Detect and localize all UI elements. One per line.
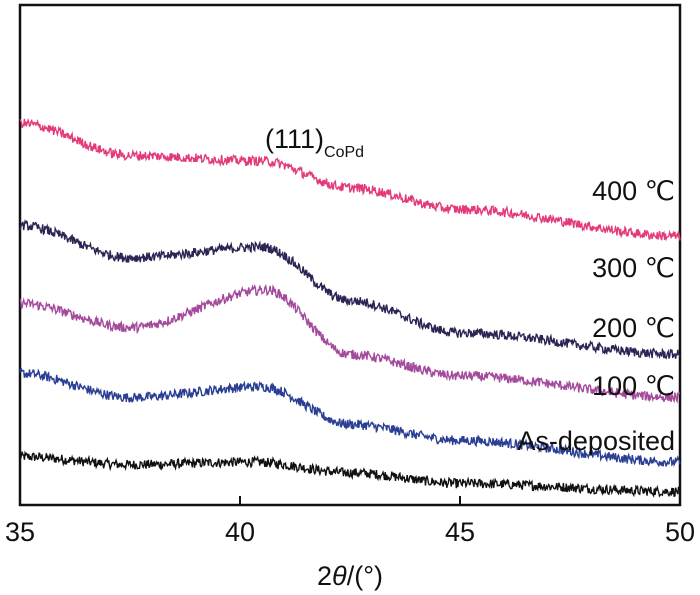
curve-label-2: 200 ℃	[592, 313, 675, 343]
curve-labels: As-deposited 100 ℃ 200 ℃ 300 ℃ 400 ℃	[517, 176, 675, 456]
xrd-curves	[19, 117, 681, 498]
x-axis-title: 2θ/(°)	[317, 561, 383, 591]
peak-annotation-main: (111)	[265, 124, 324, 154]
curve-label-4: 400 ℃	[592, 176, 675, 206]
curve-label-1: 100 ℃	[592, 371, 675, 401]
curve-100-	[19, 367, 681, 468]
curve-as-deposited	[19, 450, 681, 498]
x-tick-label-35: 35	[5, 517, 35, 547]
x-tick-label-50: 50	[665, 517, 695, 547]
x-axis-ticks	[19, 496, 681, 505]
curve-200-	[19, 283, 681, 404]
x-tick-label-45: 45	[445, 517, 475, 547]
curve-300-	[19, 219, 681, 360]
curve-label-3: 300 ℃	[592, 253, 675, 283]
plot-frame	[18, 3, 682, 507]
curve-label-0: As-deposited	[517, 426, 675, 456]
peak-annotation: (111)CoPd	[265, 124, 364, 161]
x-tick-label-40: 40	[225, 517, 255, 547]
peak-annotation-subscript: CoPd	[324, 144, 364, 161]
x-axis-tick-labels: 35 40 45 50	[5, 517, 695, 547]
curve-400-	[19, 117, 681, 242]
